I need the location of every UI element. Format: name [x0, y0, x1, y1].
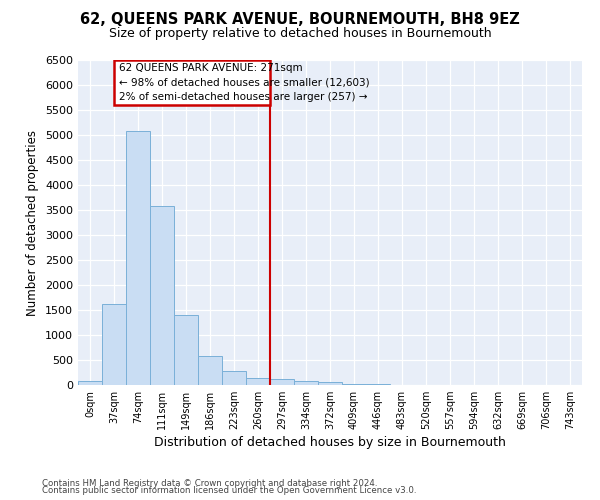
Y-axis label: Number of detached properties: Number of detached properties — [26, 130, 40, 316]
Bar — [270, 379, 294, 385]
Bar — [78, 381, 102, 385]
Bar — [174, 315, 198, 385]
Bar — [150, 206, 174, 385]
FancyBboxPatch shape — [114, 60, 270, 105]
X-axis label: Distribution of detached houses by size in Bournemouth: Distribution of detached houses by size … — [154, 436, 506, 450]
Bar — [294, 381, 318, 385]
Bar — [342, 384, 366, 385]
Text: Contains HM Land Registry data © Crown copyright and database right 2024.: Contains HM Land Registry data © Crown c… — [42, 478, 377, 488]
Bar — [318, 382, 342, 385]
Bar — [198, 356, 222, 385]
Bar — [246, 378, 270, 385]
Bar — [366, 384, 390, 385]
Bar — [102, 304, 126, 385]
Text: 62 QUEENS PARK AVENUE: 271sqm
← 98% of detached houses are smaller (12,603)
2% o: 62 QUEENS PARK AVENUE: 271sqm ← 98% of d… — [119, 62, 370, 102]
Text: Size of property relative to detached houses in Bournemouth: Size of property relative to detached ho… — [109, 28, 491, 40]
Text: 62, QUEENS PARK AVENUE, BOURNEMOUTH, BH8 9EZ: 62, QUEENS PARK AVENUE, BOURNEMOUTH, BH8… — [80, 12, 520, 28]
Bar — [222, 371, 246, 385]
Bar — [126, 131, 150, 385]
Text: Contains public sector information licensed under the Open Government Licence v3: Contains public sector information licen… — [42, 486, 416, 495]
